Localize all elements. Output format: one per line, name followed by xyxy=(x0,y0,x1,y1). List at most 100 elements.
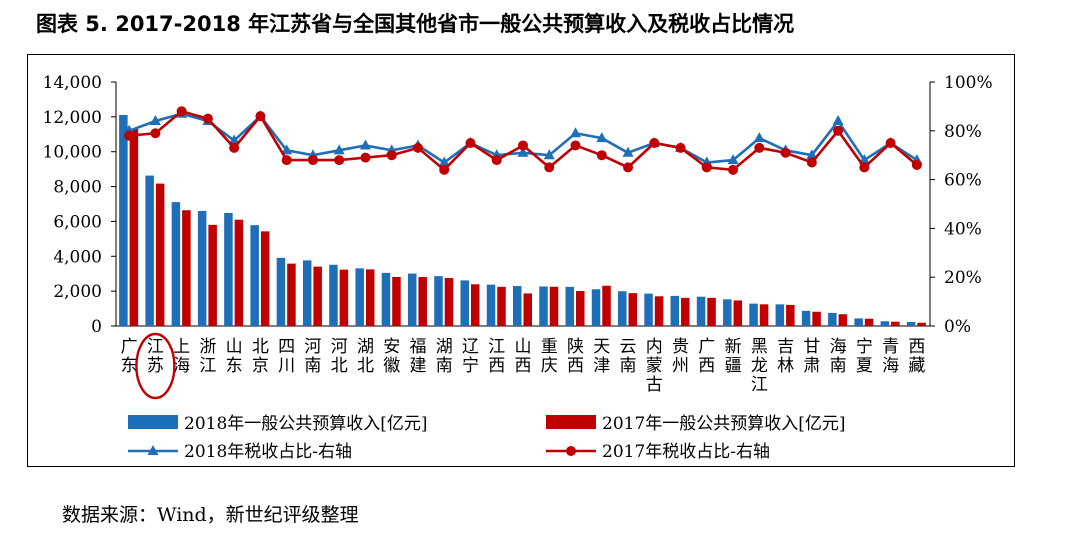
bar-2018 xyxy=(670,295,680,326)
category-label: 天津 xyxy=(593,337,610,376)
category-label: 甘肃 xyxy=(803,337,820,376)
bar-2018 xyxy=(591,289,601,326)
line-2018-point xyxy=(832,115,844,126)
source-note: 数据来源：Wind，新世纪评级整理 xyxy=(62,504,359,526)
bar-2017 xyxy=(497,286,506,326)
category-label: 湖南 xyxy=(436,337,453,376)
bar-2018 xyxy=(723,299,732,326)
bar-2018 xyxy=(486,284,496,326)
line-2017-point xyxy=(307,155,318,166)
line-2017-point xyxy=(360,152,371,163)
right-tick-label: 60% xyxy=(944,171,982,191)
category-label: 山西 xyxy=(515,337,532,376)
right-tick-label: 80% xyxy=(944,122,982,142)
bar-2018 xyxy=(696,296,706,326)
bar-2018 xyxy=(171,202,181,326)
bar-2017 xyxy=(838,314,848,326)
line-2017-point xyxy=(885,138,896,148)
line-2018-point xyxy=(596,132,608,143)
line-2017-point xyxy=(675,142,686,153)
category-label: 安徽 xyxy=(383,337,400,376)
bar-2018 xyxy=(565,286,575,326)
category-label: 广西 xyxy=(698,337,715,376)
left-tick-label: 6,000 xyxy=(53,212,102,232)
bar-2018 xyxy=(618,291,627,326)
category-label: 西藏 xyxy=(908,337,925,376)
bar-2018 xyxy=(539,286,548,326)
bar-2017 xyxy=(129,128,139,326)
category-label: 新疆 xyxy=(725,337,742,376)
bar-2017 xyxy=(654,296,664,326)
bar-2018 xyxy=(801,310,811,326)
bar-2017 xyxy=(365,269,375,326)
category-label: 黑龙江 xyxy=(751,337,768,395)
left-tick-label: 4,000 xyxy=(53,247,102,267)
bar-2018 xyxy=(224,212,233,326)
category-label: 贵州 xyxy=(672,337,689,376)
legend-marker-2017-line xyxy=(566,446,576,456)
bar-2018 xyxy=(276,257,286,326)
figure-title: 图表 5. 2017-2018 年江苏省与全国其他省市一般公共预算收入及税收占比… xyxy=(36,12,795,36)
line-2018-point xyxy=(359,139,371,150)
bar-2017 xyxy=(260,231,270,326)
category-label: 北京 xyxy=(252,337,269,376)
bar-2017 xyxy=(155,183,165,326)
bar-2017 xyxy=(208,224,217,326)
category-label: 福建 xyxy=(409,337,426,376)
bar-2017 xyxy=(733,300,743,326)
line-2018-point xyxy=(228,134,240,145)
category-label: 内蒙古 xyxy=(646,337,663,395)
bar-2018 xyxy=(119,115,128,326)
category-label: 山东 xyxy=(226,337,243,376)
category-label: 海南 xyxy=(830,337,847,376)
line-2017-point xyxy=(859,162,870,173)
left-tick-label: 12,000 xyxy=(43,108,102,128)
category-label: 湖北 xyxy=(357,337,374,376)
legend-swatch-2017-bar xyxy=(546,415,596,429)
bar-2018 xyxy=(644,293,653,326)
bar-2018 xyxy=(880,321,890,326)
line-2017-point xyxy=(518,140,528,151)
category-label: 上海 xyxy=(173,337,190,376)
bar-2018 xyxy=(513,286,522,326)
bar-2018 xyxy=(355,268,364,326)
line-2017-point xyxy=(334,155,345,166)
category-label: 浙江 xyxy=(199,337,216,376)
bar-2018 xyxy=(775,304,785,326)
line-2017-point xyxy=(176,106,187,117)
bar-2017 xyxy=(681,297,690,326)
line-2017-point xyxy=(281,155,292,166)
bar-2017 xyxy=(891,321,900,326)
left-tick-label: 8,000 xyxy=(53,178,102,198)
line-2017-point xyxy=(728,164,739,175)
category-label: 江苏 xyxy=(147,337,164,376)
bar-2018 xyxy=(302,260,312,326)
line-2017-point xyxy=(386,150,397,161)
category-label: 四川 xyxy=(278,337,295,376)
bar-2018 xyxy=(749,303,758,326)
bar-2017 xyxy=(392,276,401,326)
bar-2017 xyxy=(234,219,244,326)
bar-2018 xyxy=(407,273,417,326)
legend-label-2017-line: 2017年税收占比-右轴 xyxy=(602,442,770,462)
category-label: 吉林 xyxy=(777,337,794,376)
bar-2018 xyxy=(197,211,207,326)
line-2018-point xyxy=(517,146,529,157)
category-label: 陕西 xyxy=(567,337,584,376)
line-2018-point xyxy=(333,144,345,155)
line-2017-point xyxy=(412,142,423,153)
bar-2018 xyxy=(250,225,259,326)
bar-2017 xyxy=(628,293,638,326)
bar-2017 xyxy=(523,293,532,326)
line-2017-point xyxy=(701,162,712,173)
category-label: 青海 xyxy=(882,337,899,376)
line-2017-point xyxy=(202,113,213,124)
line-2017-point xyxy=(255,111,266,122)
line-2017-point xyxy=(833,125,844,136)
line-2018-point xyxy=(727,154,739,165)
left-tick-label: 14,000 xyxy=(43,73,102,93)
bar-2017 xyxy=(313,266,322,326)
line-2018-point xyxy=(570,127,582,138)
legend-label-2018-line: 2018年税收占比-右轴 xyxy=(184,442,352,462)
